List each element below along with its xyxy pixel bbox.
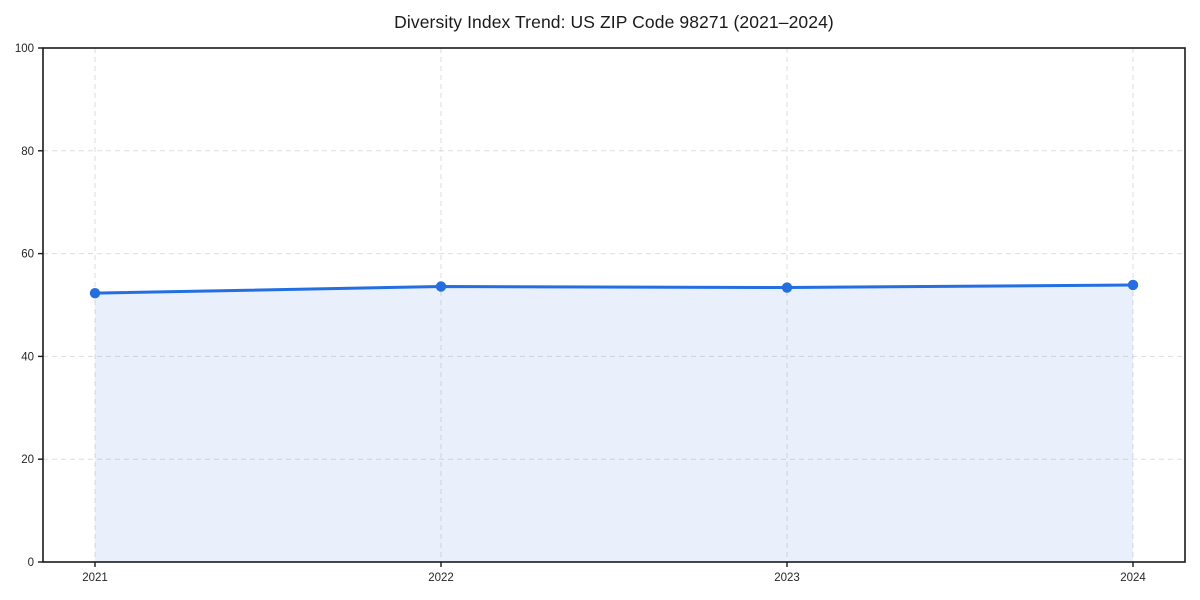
y-axis-tick-label: 80	[21, 146, 34, 158]
plot-area-background	[43, 48, 1185, 562]
x-axis-tick-label: 2021	[82, 572, 108, 584]
y-axis-tick-label: 0	[28, 557, 34, 569]
x-axis-tick-label: 2023	[774, 572, 800, 584]
y-axis-tick-label: 20	[21, 454, 34, 466]
data-point-marker	[435, 281, 447, 292]
trend-line	[93, 283, 1135, 295]
y-axis-tick-label: 100	[15, 43, 34, 55]
plot-border	[42, 47, 1186, 563]
data-point-marker	[781, 282, 793, 293]
y-axis-tick-label: 60	[21, 249, 34, 261]
area-fill	[95, 284, 1133, 562]
x-axis-tick-label: 2024	[1120, 572, 1146, 584]
x-axis-tick-label: 2022	[428, 572, 454, 584]
data-point-marker	[89, 287, 101, 299]
y-axis-tick-label: 40	[21, 351, 34, 363]
data-point-marker	[1127, 279, 1139, 291]
chart-title: Diversity Index Trend: US ZIP Code 98271…	[394, 12, 834, 32]
